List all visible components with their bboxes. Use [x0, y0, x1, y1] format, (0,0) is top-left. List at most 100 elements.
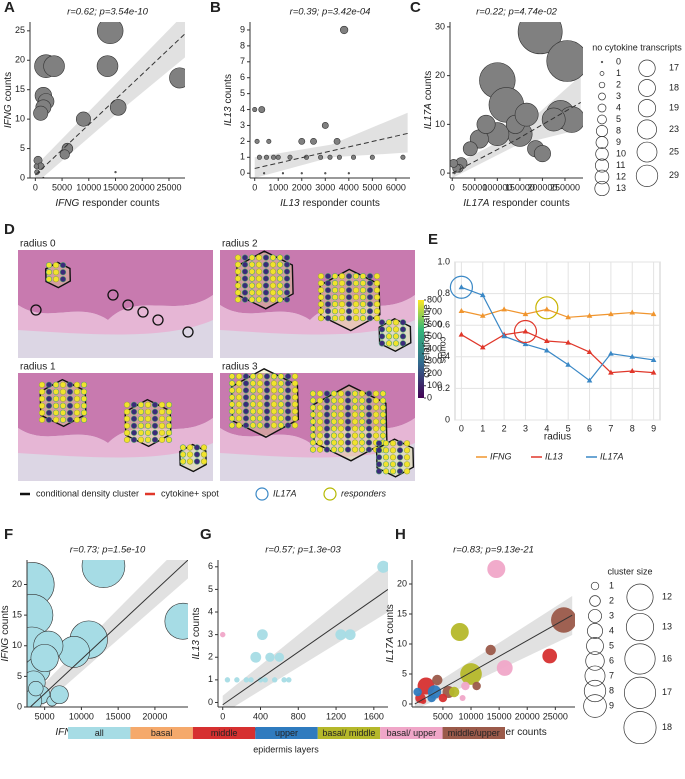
spot [337, 411, 345, 418]
marker [522, 341, 529, 347]
spot [59, 388, 67, 395]
spot [73, 388, 81, 395]
spot [345, 287, 353, 294]
spot [323, 446, 331, 453]
spot [399, 333, 407, 340]
spot [365, 404, 373, 411]
panel-label: E [428, 231, 438, 248]
size-legend-label: 5 [616, 114, 621, 124]
size-legend-key [638, 79, 656, 97]
data-point [271, 677, 278, 683]
size-legend-key [583, 694, 607, 718]
panel-label: H [395, 526, 406, 543]
y-tick-label: 25 [15, 25, 25, 35]
panel-label: D [4, 221, 15, 238]
spot [241, 289, 249, 296]
spot [324, 287, 332, 294]
data-point [263, 154, 269, 160]
y-tick-label: 1.0 [437, 256, 450, 266]
spot [52, 381, 60, 388]
spot [242, 401, 250, 408]
layer-label: basal/ upper [387, 728, 437, 738]
data-point [541, 107, 566, 132]
spot [262, 268, 270, 275]
spot [255, 275, 263, 282]
spot [396, 461, 404, 468]
y-tick-label: 0 [240, 168, 245, 178]
spot [270, 422, 278, 429]
spot [248, 275, 256, 282]
spot [158, 429, 166, 436]
spot [396, 454, 404, 461]
y-tick-label: 0 [402, 698, 407, 708]
stats: r=0.22; p=4.74e-02 [476, 7, 558, 18]
spot [263, 408, 271, 415]
spot [344, 411, 352, 418]
size-legend-label: 17 [662, 687, 672, 697]
spot [338, 301, 346, 308]
size-legend-label: 17 [669, 63, 679, 73]
size-legend-label: 12 [616, 171, 626, 181]
marker [544, 306, 550, 312]
spot [344, 446, 352, 453]
spot [337, 439, 345, 446]
data-point [114, 171, 117, 174]
spot [249, 394, 257, 401]
spot [291, 394, 299, 401]
x-tick-label: 50000 [462, 182, 487, 192]
size-legend-label: 8 [616, 125, 621, 135]
marker [565, 339, 571, 345]
x-tick-label: 150000 [505, 182, 535, 192]
spot [309, 446, 317, 453]
spot [324, 294, 332, 301]
layer-label: middle [211, 728, 238, 738]
y-tick-label: 15 [15, 84, 25, 94]
spot [330, 439, 338, 446]
gene-name: IFNG [55, 727, 79, 738]
spot [45, 269, 53, 276]
spot [228, 408, 236, 415]
spot [379, 432, 387, 439]
spot [324, 280, 332, 287]
spot [373, 308, 381, 315]
data-point [327, 154, 333, 160]
spot [158, 436, 166, 443]
spot [228, 387, 236, 394]
size-legend-key [598, 81, 606, 89]
spot [365, 418, 373, 425]
marker [479, 292, 486, 298]
y-tick-label: 3 [240, 120, 245, 130]
data-point [262, 677, 268, 683]
colorbar-tick-label: 500 [427, 331, 442, 341]
spot [277, 380, 285, 387]
x-tick-label: 1000 [268, 182, 288, 192]
spot [151, 436, 159, 443]
spot [345, 315, 353, 322]
spot [316, 397, 324, 404]
spot [309, 411, 317, 418]
spot [59, 269, 67, 276]
spot [59, 262, 67, 269]
spot [358, 425, 366, 432]
x-tick-label: 10000 [69, 711, 94, 721]
spot [52, 402, 60, 409]
stats: r=0.57; p=1.3e-03 [265, 545, 341, 556]
tissue-dermis [18, 295, 213, 335]
data-point [33, 163, 40, 169]
marker [501, 333, 507, 339]
spot [358, 404, 366, 411]
data-point [75, 111, 91, 127]
spot [276, 289, 284, 296]
size-legend-label: 4 [609, 625, 614, 635]
spot [330, 411, 338, 418]
marker [501, 306, 507, 312]
spot [345, 308, 353, 315]
spot [130, 408, 138, 415]
spot [255, 261, 263, 268]
spot [358, 411, 366, 418]
size-legend-key [587, 623, 603, 639]
data-point [43, 55, 65, 77]
size-legend-label: 3 [609, 610, 614, 620]
data-point [347, 172, 350, 175]
spot [373, 273, 381, 280]
